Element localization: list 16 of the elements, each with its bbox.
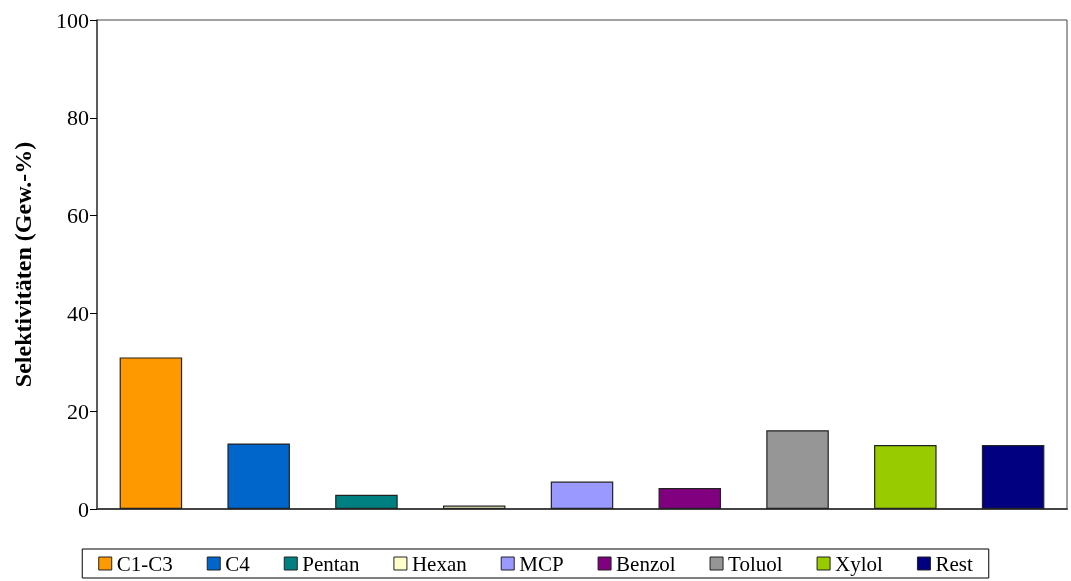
y-axis-title: Selektivitäten (Gew.-%) xyxy=(10,141,36,388)
legend-label: C1-C3 xyxy=(116,551,173,576)
legend-label: Xylol xyxy=(835,551,884,576)
y-tick-label: 20 xyxy=(67,398,89,424)
legend-label: Pentan xyxy=(302,551,360,576)
legend-label: Benzol xyxy=(616,551,676,576)
y-tick-label: 100 xyxy=(56,7,89,33)
legend-label: MCP xyxy=(519,551,564,576)
legend-label: Rest xyxy=(935,551,973,576)
legend-label: Hexan xyxy=(411,551,468,576)
legend-label: C4 xyxy=(225,551,251,576)
y-tick-label: 60 xyxy=(67,203,89,229)
y-tick-label: 40 xyxy=(67,300,89,326)
y-tick-label: 80 xyxy=(67,105,89,131)
legend-label: Toluol xyxy=(728,551,783,576)
y-tick-label: 0 xyxy=(78,496,89,522)
